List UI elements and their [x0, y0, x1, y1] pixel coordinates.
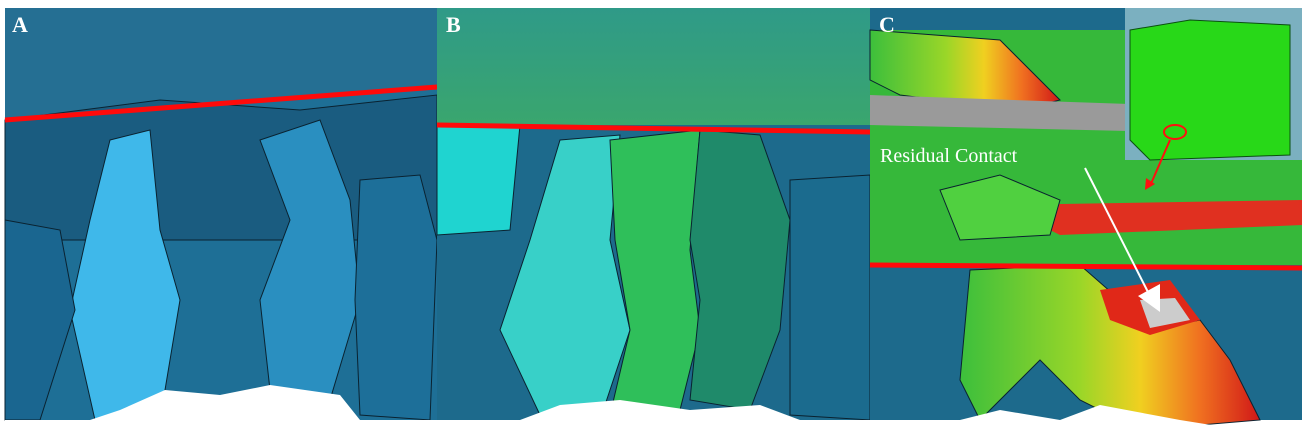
- panel-label: A: [12, 12, 28, 37]
- ridge: [610, 130, 700, 415]
- panel-label: C: [879, 12, 895, 37]
- inset-structure: [1130, 20, 1290, 160]
- facet: [437, 125, 520, 235]
- figure: A B Residual Contact C: [0, 0, 1302, 438]
- panel-b: B: [437, 8, 870, 438]
- red-line: [870, 265, 1302, 268]
- panel-c: Residual Contact C: [870, 8, 1302, 438]
- facet: [790, 175, 870, 420]
- annotation: Residual Contact: [880, 145, 1018, 167]
- panel-label: B: [446, 12, 461, 37]
- top-surface: [437, 8, 870, 125]
- panel-a: A: [5, 8, 437, 438]
- page: A B Residual Contact C (() =: [0, 0, 1302, 438]
- facet: [355, 175, 437, 420]
